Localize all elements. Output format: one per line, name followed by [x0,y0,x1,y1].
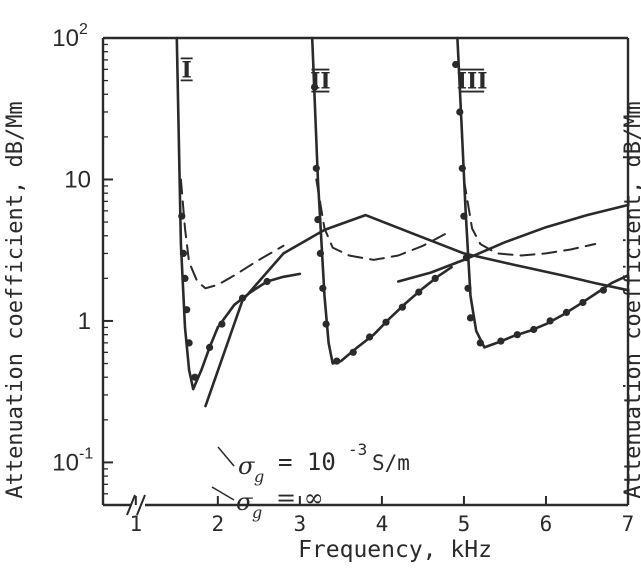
labels: I II III [180,57,488,95]
markers [178,60,608,381]
data-point-marker [382,318,390,326]
dashed-curve-9 [462,178,597,257]
solid-curve-1 [175,36,220,391]
x-tick-label: 6 [540,512,553,536]
mode-label: III [457,69,488,95]
data-point-marker [263,277,271,286]
solid-curve-4 [456,36,630,349]
data-point-marker [366,333,374,341]
x-axis-break-mark [126,494,146,516]
infinite-annotation-leader [211,486,235,501]
x-axis-label: Frequency, kHz [298,537,492,563]
data-point-marker [476,339,484,347]
mode-label: II [310,69,331,95]
data-point-marker [218,320,226,328]
mode-label: I [182,57,192,83]
solid-curve-5 [204,213,630,408]
dashed-curve-8 [315,178,449,261]
data-point-marker [431,274,439,282]
y-tick-exponent: 2 [79,21,88,38]
sigma-finite-unit: S/m [372,451,410,475]
data-point-marker [452,60,460,69]
data-point-marker [398,303,406,311]
data-point-marker [191,373,199,381]
y-axis-label: Attenuation coefficient, dB/Mm [3,101,28,498]
data-point-marker [415,288,423,296]
curves [175,36,630,408]
data-point-marker [462,254,470,262]
data-point-marker [178,212,186,220]
data-point-marker [464,284,472,292]
data-point-marker [456,108,464,116]
y-tick-exponent: -1 [79,445,93,462]
sigma-finite-symbol: σ [238,452,255,480]
sigma-finite-value: = 10 [278,448,336,476]
y-tick-label: 1 [78,308,91,335]
data-point-marker [181,274,189,282]
finite-annotation-leader [217,446,235,467]
data-point-marker [322,320,330,328]
sigma-finite-annotation: σ g = 10 -3 S/m [238,440,410,486]
data-point-marker [458,164,466,172]
data-point-marker [513,331,521,339]
data-point-marker [460,212,468,220]
data-point-marker [179,249,187,257]
data-point-marker [546,317,554,325]
data-point-marker [316,249,324,257]
x-tick-label: 2 [212,512,225,536]
sigma-infinite-value: = ∞ [276,484,324,512]
solid-curve-3 [310,36,453,365]
data-point-marker [562,308,571,316]
sigma-finite-subscript: g [254,467,264,486]
x-tick-label: 7 [622,512,635,536]
y-tick-label: 10 [64,166,91,193]
y-tick-label: 10 [52,449,79,476]
data-point-marker [185,339,193,347]
data-point-marker [349,348,357,356]
data-point-marker [466,314,475,322]
data-point-marker [311,83,319,91]
data-point-marker [238,294,247,302]
data-point-marker [497,337,505,345]
right-y-axis-label: Attenuation coefficient, dB/Mm [621,101,641,498]
x-tick-label: 4 [376,512,389,536]
dashed-curve-7 [179,178,285,290]
sigma-infinite-subscript: g [252,503,262,522]
solid-curve-2 [216,272,302,329]
x-tick-label: 5 [458,512,471,536]
data-point-marker [333,357,341,365]
x-tick-label: 3 [294,512,307,536]
solid-curve-6 [397,203,630,283]
data-point-marker [599,286,608,294]
sigma-infinite-symbol: σ [236,488,253,516]
sigma-infinite-annotation: σ g = ∞ [236,484,324,522]
data-point-marker [579,298,587,307]
plot-frame [101,36,630,516]
y-tick-label: 10 [52,25,79,52]
data-point-marker [319,284,327,292]
data-point-marker [314,216,322,224]
x-tick-label: 1 [129,512,142,536]
data-point-marker [312,164,320,172]
data-point-marker [530,325,538,334]
sigma-finite-exponent: -3 [348,440,367,459]
data-point-marker [206,343,214,351]
data-point-marker [183,306,191,314]
